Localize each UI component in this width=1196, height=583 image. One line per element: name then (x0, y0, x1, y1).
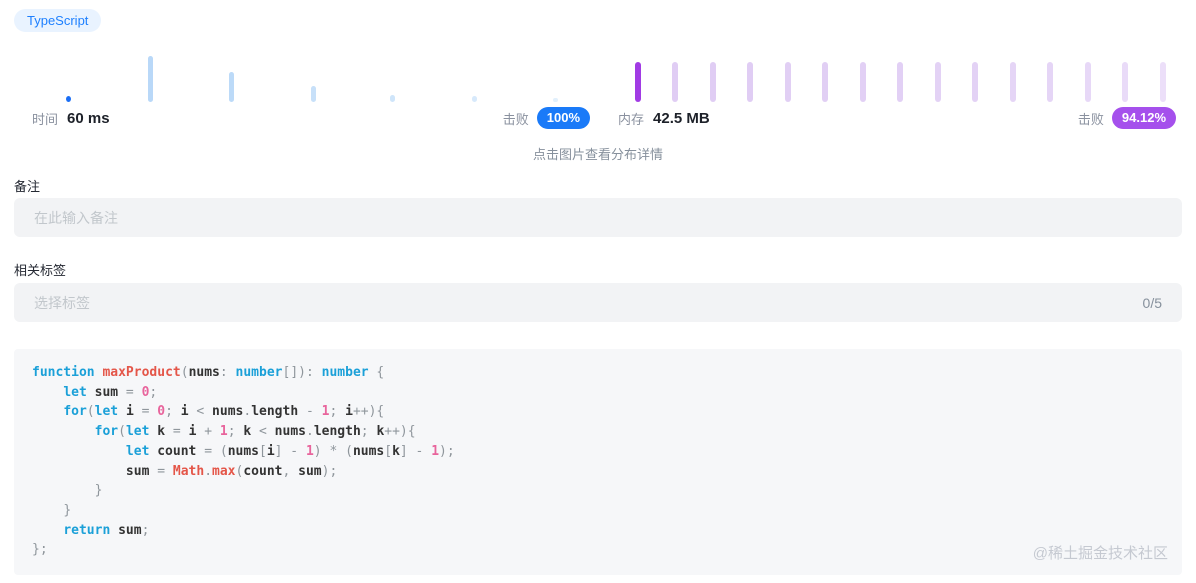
runtime-value: 60 ms (67, 109, 110, 127)
distribution-bar (710, 62, 716, 102)
memory-value: 42.5 MB (653, 109, 710, 127)
code-line: let sum = 0; (63, 384, 158, 400)
distribution-bar (897, 62, 903, 102)
distribution-bar (1047, 62, 1053, 102)
code-line: sum = Math.max(count, sum); (125, 463, 338, 479)
code-line: } (63, 502, 72, 518)
runtime-label: 时间 (32, 111, 59, 127)
distribution-bar (311, 86, 316, 102)
distribution-bar (229, 72, 234, 102)
distribution-bar (972, 62, 978, 102)
memory-label: 内存 (618, 111, 645, 127)
runtime-beats-badge: 100% (536, 107, 590, 129)
distribution-bar (148, 56, 153, 102)
code-line: let count = (nums[i] - 1) * (nums[k] - 1… (125, 443, 455, 459)
tags-field-label: 相关标签 (14, 263, 67, 278)
distribution-bar (1122, 62, 1128, 102)
distribution-bar (390, 95, 395, 102)
memory-beats-badge: 94.12% (1111, 107, 1176, 129)
distribution-bar (785, 62, 791, 102)
distribution-bar (1160, 62, 1166, 102)
memory-distribution-chart[interactable] (600, 48, 1182, 102)
code-line: return sum; (63, 522, 150, 538)
runtime-distribution-chart[interactable] (14, 48, 600, 102)
distribution-bar (1085, 62, 1091, 102)
code-line: for(let i = 0; i < nums.length - 1; i++)… (63, 404, 385, 420)
language-badge: TypeScript (14, 9, 102, 32)
code-line: }; (32, 542, 48, 558)
tags-placeholder: 选择标签 (34, 294, 90, 311)
note-field-label: 备注 (14, 179, 41, 194)
chart-hint-caption: 点击图片查看分布详情 (532, 147, 663, 162)
watermark: @稀土掘金技术社区 (1032, 545, 1168, 563)
distribution-bar (822, 62, 828, 102)
runtime-stats-row: 时间 60 ms 击败 100% (14, 106, 600, 130)
note-input[interactable] (14, 198, 1182, 237)
distribution-bar (635, 62, 641, 102)
current-submission-marker (66, 96, 71, 102)
distribution-bar (472, 96, 477, 102)
code-line: function maxProduct(nums: number[]): num… (32, 365, 385, 380)
distribution-bar (747, 62, 753, 102)
distribution-bar (935, 62, 941, 102)
tags-counter: 0/5 (1142, 294, 1162, 311)
code-lines: function maxProduct(nums: number[]): num… (32, 363, 1164, 560)
code-line: } (94, 483, 103, 499)
memory-beats-label: 击败 (1077, 111, 1104, 127)
distribution-bar (553, 98, 558, 102)
code-line: for(let k = i + 1; k < nums.length; k++)… (94, 424, 416, 440)
distribution-bar (672, 62, 678, 102)
memory-stats-row: 内存 42.5 MB 击败 94.12% (600, 106, 1182, 130)
distribution-bar (860, 62, 866, 102)
runtime-beats-label: 击败 (502, 111, 529, 127)
code-block: function maxProduct(nums: number[]): num… (14, 349, 1182, 575)
distribution-bar (1010, 62, 1016, 102)
tags-select-input[interactable]: 选择标签 0/5 (14, 283, 1182, 322)
